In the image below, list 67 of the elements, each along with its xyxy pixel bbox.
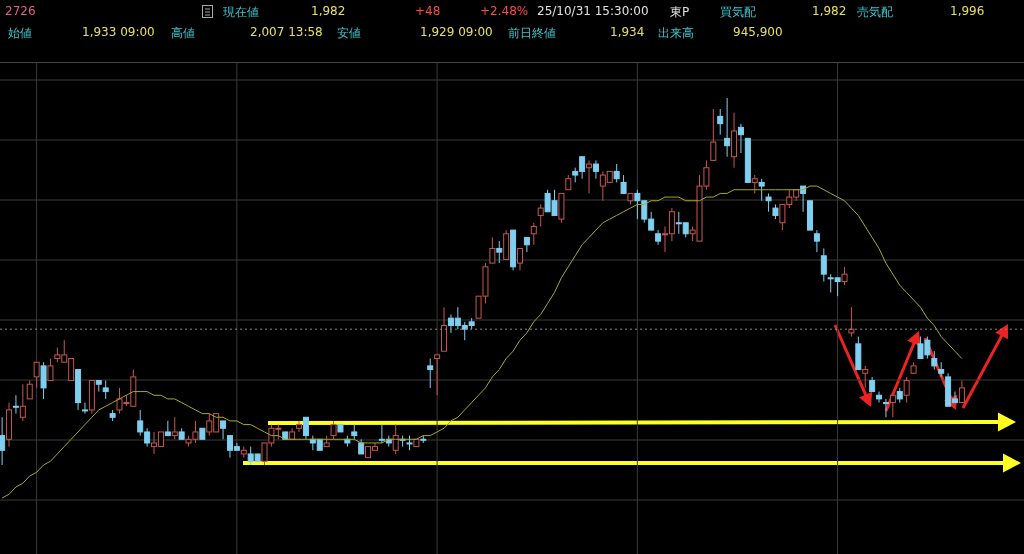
text: 25/10/31 15:30:00: [537, 4, 649, 18]
candlestick: [489, 236, 496, 264]
text: 945,900: [733, 25, 783, 39]
candlestick: [758, 178, 765, 202]
text: 1,929 09:00: [420, 25, 493, 39]
candlestick: [171, 416, 178, 440]
candlestick: [931, 350, 938, 371]
candlestick: [813, 229, 820, 253]
text: 安値: [337, 25, 361, 42]
text: 東P: [670, 4, 690, 21]
candlestick: [516, 247, 523, 271]
candlestick: [523, 236, 530, 253]
candlestick: [958, 380, 965, 404]
candlestick: [427, 358, 434, 389]
text: 出来高: [658, 25, 694, 42]
text: 売気配: [857, 4, 893, 21]
text: 2,007 13:58: [250, 25, 323, 39]
candlestick: [613, 163, 620, 183]
candlestick: [47, 358, 54, 382]
candlestick: [876, 391, 883, 404]
candlestick: [434, 354, 441, 396]
text: 1,982: [812, 4, 847, 18]
candlestick: [889, 394, 896, 418]
candlestick: [530, 222, 537, 246]
candlestick: [592, 159, 599, 180]
candlestick: [882, 398, 889, 418]
text: 1,982: [311, 4, 346, 18]
candlestick: [903, 376, 910, 404]
candlestick: [586, 159, 593, 194]
candlestick: [40, 361, 47, 400]
candlestick: [33, 361, 40, 389]
candlestick: [220, 420, 227, 440]
candlestick: [620, 174, 627, 194]
candlestick: [0, 416, 6, 466]
text: 始値: [8, 25, 32, 42]
candlestick: [724, 97, 731, 158]
text: 1,933 09:00: [82, 25, 155, 39]
text: 前日終値: [508, 25, 556, 42]
candlestick: [302, 416, 309, 440]
text: 高値: [171, 25, 195, 42]
candlestick: [848, 306, 855, 338]
candlestick: [765, 192, 772, 213]
text: 買気配: [720, 4, 756, 21]
candlestick: [392, 424, 399, 455]
candlestick: [26, 380, 33, 400]
candlestick: [751, 174, 758, 194]
candlestick: [710, 108, 717, 161]
candlestick: [537, 203, 544, 227]
candlestick: [737, 123, 744, 154]
candlestick: [19, 383, 26, 422]
text: 2726: [5, 4, 36, 18]
candlestick: [496, 240, 503, 264]
text: 現在値: [223, 4, 259, 21]
candlestick: [820, 247, 827, 282]
candlestick: [296, 420, 303, 433]
candlestick: [81, 402, 88, 415]
candlestick: [330, 420, 337, 440]
candlestick: [862, 365, 869, 389]
candlestick: [717, 108, 724, 136]
candlestick: [12, 394, 19, 415]
text: 1,934: [610, 25, 645, 39]
candlestick: [102, 380, 109, 400]
text: +2.48%: [480, 4, 529, 18]
text: 1,996: [950, 4, 985, 18]
candlestick: [841, 266, 848, 286]
text: +48: [415, 4, 441, 18]
candlestick: [800, 185, 807, 213]
